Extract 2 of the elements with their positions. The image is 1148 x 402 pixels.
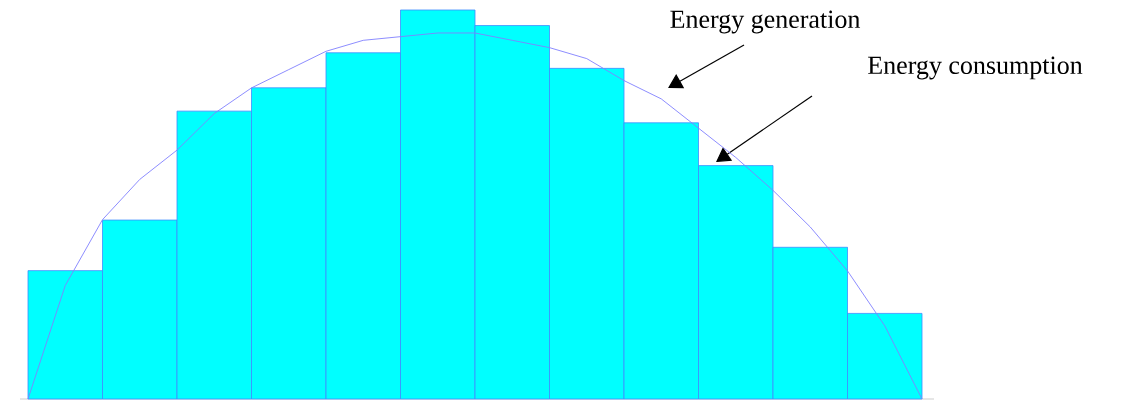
annotation: Energy generation [670,10,861,34]
annotation: Energy consumption [868,56,1083,80]
